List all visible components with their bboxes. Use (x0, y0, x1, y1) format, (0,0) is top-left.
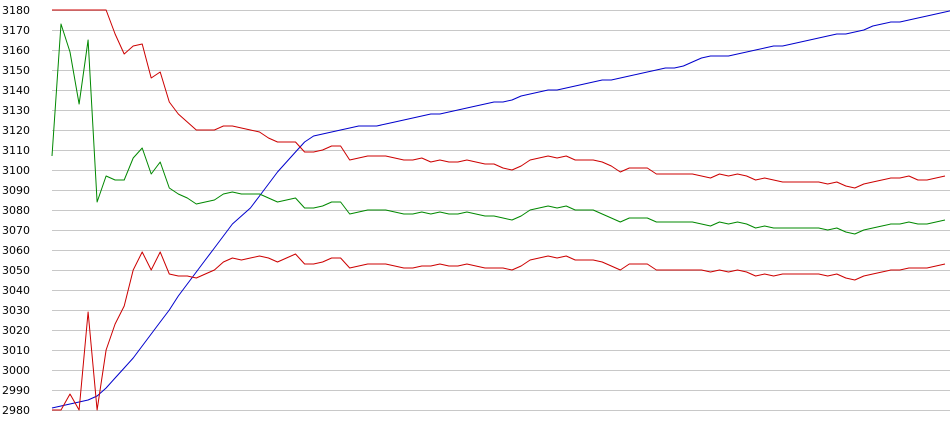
series-line-2 (51, 23, 946, 235)
y-tick-label: 3110 (2, 144, 30, 157)
y-tick-label: 3020 (2, 324, 30, 337)
y-tick-label: 3120 (2, 124, 30, 137)
y-tick-label: 3010 (2, 344, 30, 357)
y-tick-label: 2980 (2, 404, 30, 417)
y-tick-label: 2990 (2, 384, 30, 397)
y-tick-label: 3170 (2, 24, 30, 37)
series-line-1 (51, 10, 950, 409)
y-tick-label: 3160 (2, 44, 30, 57)
y-tick-label: 3090 (2, 184, 30, 197)
y-tick-label: 3000 (2, 364, 30, 377)
y-tick-label: 3130 (2, 104, 30, 117)
y-axis-ticks: 2980 2990 3000 3010 3020 3030 3040 3050 3060 3070… (2, 4, 30, 417)
y-tick-label: 3050 (2, 264, 30, 277)
y-tick-label: 3150 (2, 64, 30, 77)
y-tick-label: 3080 (2, 204, 30, 217)
y-tick-label: 3060 (2, 244, 30, 257)
series-lines (51, 9, 950, 411)
y-tick-label: 3180 (2, 4, 30, 17)
series-line-4 (52, 251, 946, 411)
y-tick-label: 3040 (2, 284, 30, 297)
y-tick-label: 3070 (2, 224, 30, 237)
y-tick-label: 3100 (2, 164, 30, 177)
y-tick-label: 3140 (2, 84, 30, 97)
gridlines (52, 10, 950, 411)
y-tick-label: 3030 (2, 304, 30, 317)
series-line-3 (52, 9, 946, 189)
